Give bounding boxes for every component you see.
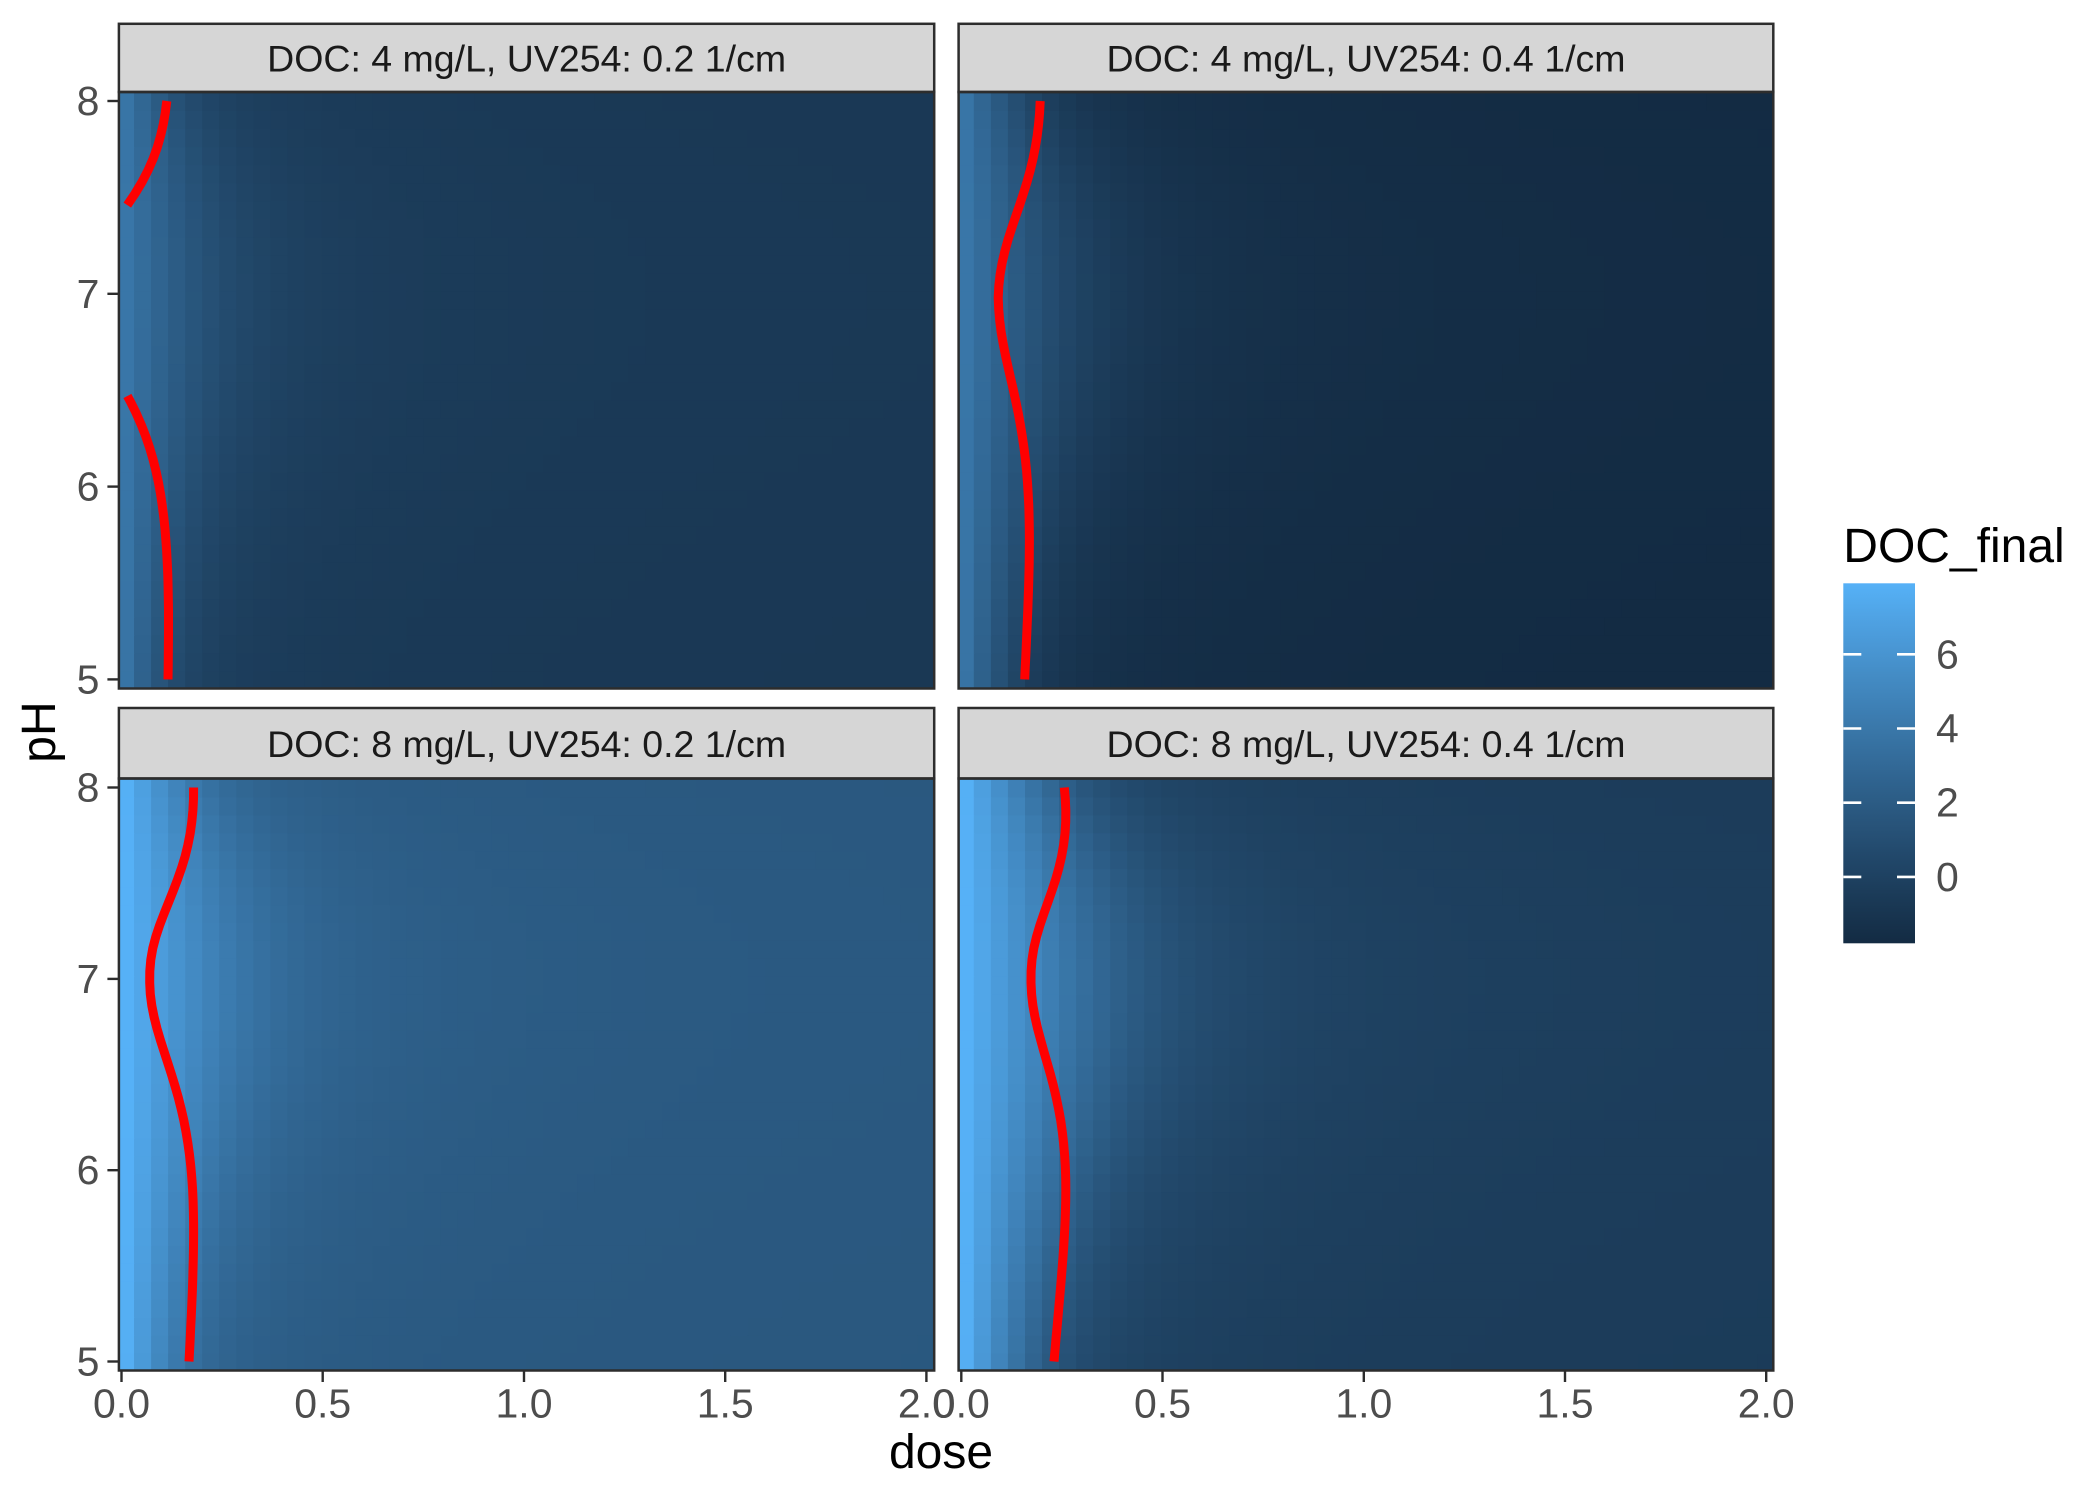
svg-text:2.0: 2.0 xyxy=(1738,1381,1795,1427)
svg-text:DOC: 8 mg/L, UV254: 0.4 1/cm: DOC: 8 mg/L, UV254: 0.4 1/cm xyxy=(1107,723,1626,765)
svg-text:0.5: 0.5 xyxy=(294,1381,351,1427)
svg-text:8: 8 xyxy=(77,78,100,124)
svg-text:0.5: 0.5 xyxy=(1134,1381,1191,1427)
svg-text:DOC: 4 mg/L, UV254: 0.4 1/cm: DOC: 4 mg/L, UV254: 0.4 1/cm xyxy=(1107,37,1626,79)
svg-text:6: 6 xyxy=(1936,631,1959,677)
svg-text:0.0: 0.0 xyxy=(933,1381,990,1427)
svg-text:1.0: 1.0 xyxy=(1335,1381,1392,1427)
svg-text:6: 6 xyxy=(77,464,100,510)
svg-text:pH: pH xyxy=(13,701,66,762)
svg-text:DOC: 8 mg/L, UV254: 0.2 1/cm: DOC: 8 mg/L, UV254: 0.2 1/cm xyxy=(267,723,786,765)
svg-text:2: 2 xyxy=(1936,780,1959,826)
svg-text:1.5: 1.5 xyxy=(697,1381,754,1427)
svg-text:5: 5 xyxy=(77,1339,100,1385)
svg-text:8: 8 xyxy=(77,765,100,811)
svg-text:DOC_final: DOC_final xyxy=(1843,520,2064,573)
svg-text:DOC: 4 mg/L, UV254: 0.2 1/cm: DOC: 4 mg/L, UV254: 0.2 1/cm xyxy=(267,37,786,79)
svg-text:0.0: 0.0 xyxy=(93,1381,150,1427)
svg-text:1.0: 1.0 xyxy=(496,1381,553,1427)
svg-text:0: 0 xyxy=(1936,854,1959,900)
svg-text:7: 7 xyxy=(77,271,100,317)
svg-text:4: 4 xyxy=(1936,706,1959,752)
svg-text:6: 6 xyxy=(77,1147,100,1193)
svg-text:5: 5 xyxy=(77,656,100,702)
svg-text:7: 7 xyxy=(77,956,100,1002)
svg-text:dose: dose xyxy=(889,1426,993,1479)
svg-text:1.5: 1.5 xyxy=(1537,1381,1594,1427)
svg-text:2.0: 2.0 xyxy=(898,1381,955,1427)
